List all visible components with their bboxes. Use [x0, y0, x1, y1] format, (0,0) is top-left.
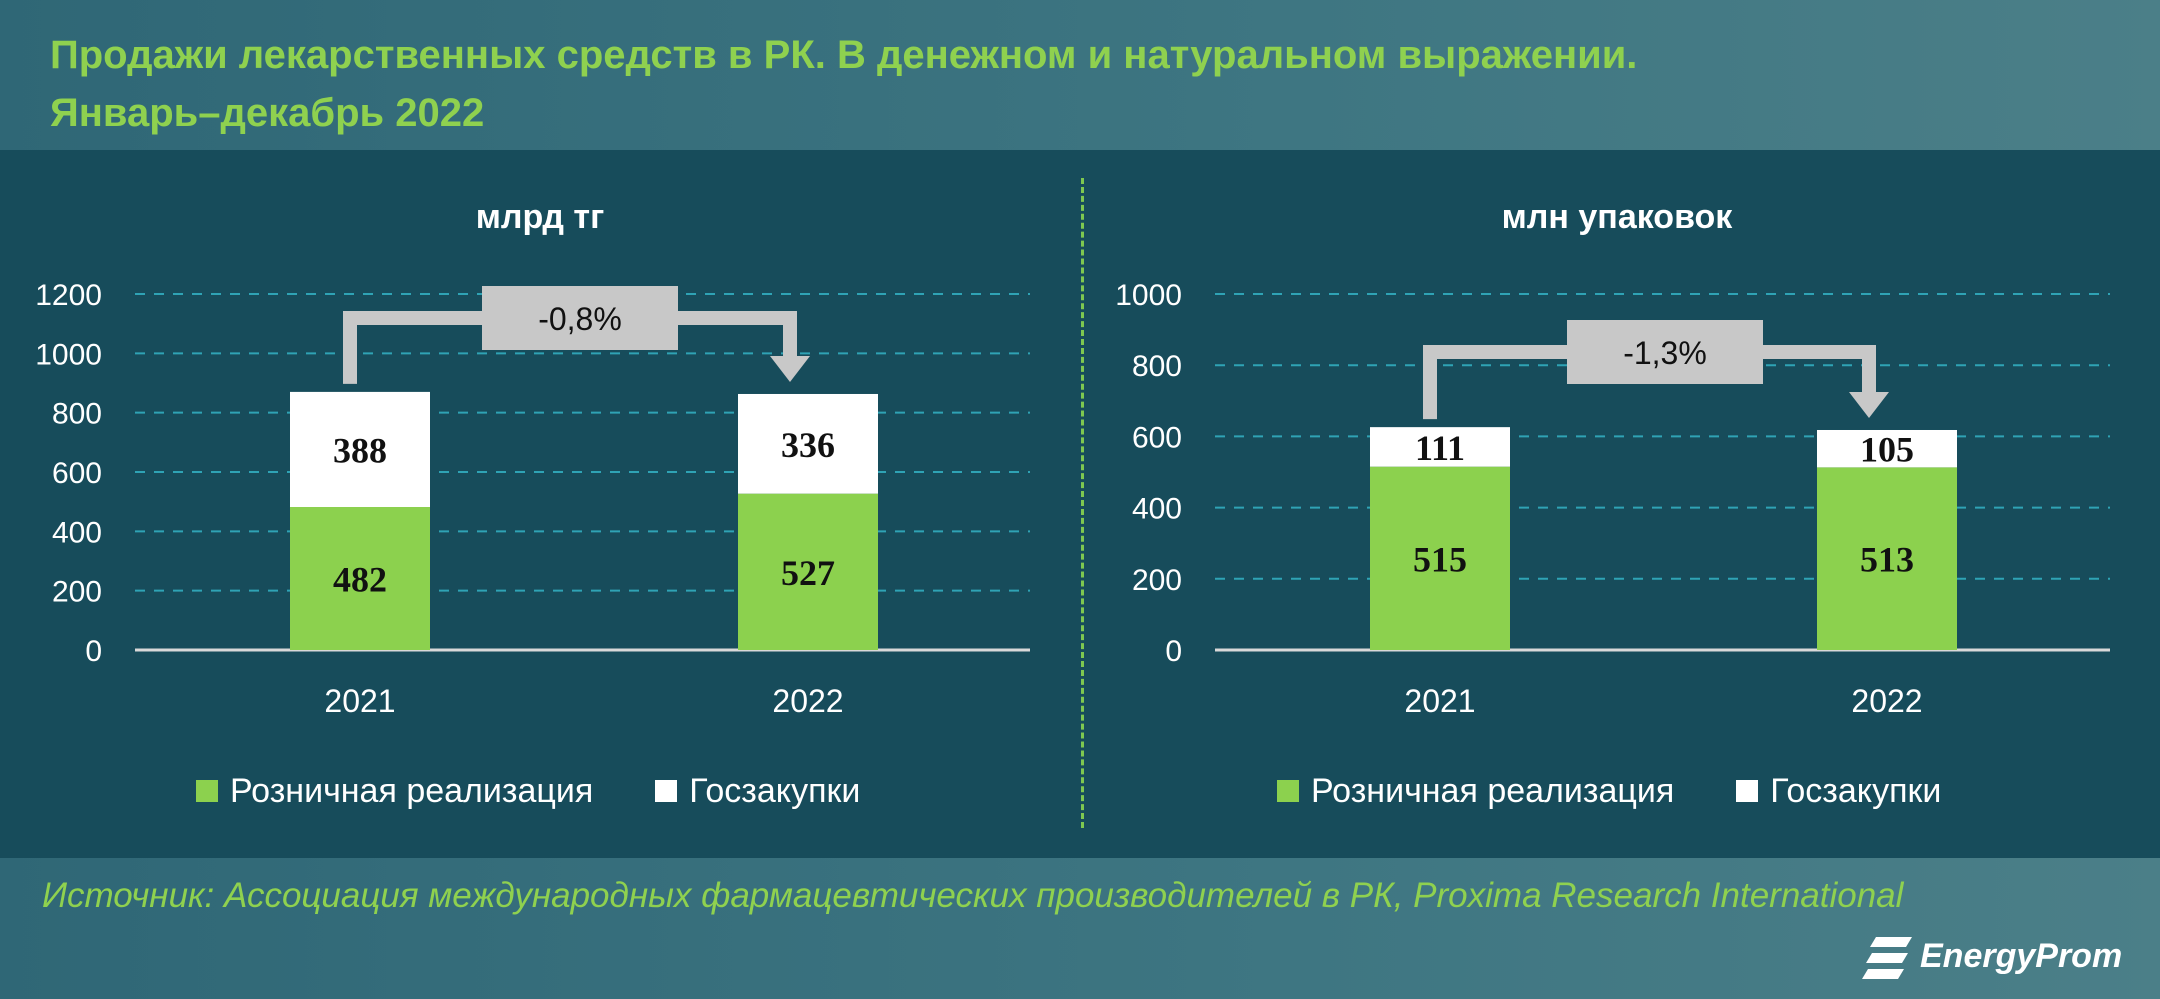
- title-line-1: Продажи лекарственных средств в РК. В де…: [50, 33, 1638, 77]
- y-tick-label: 800: [1132, 350, 1182, 383]
- legend-label-procurement: Госзакупки: [1770, 771, 1942, 810]
- footer-band: [0, 858, 2160, 999]
- y-tick-label: 600: [52, 457, 102, 490]
- header-band: [0, 0, 2160, 150]
- change-arrowhead: [770, 355, 810, 382]
- bar-procurement: [738, 393, 878, 494]
- legend-item-procurement: Госзакупки: [1736, 772, 1941, 811]
- bar-retail: [1817, 467, 1957, 650]
- x-tick-label: 2021: [324, 683, 395, 719]
- bar-retail: [1370, 466, 1510, 650]
- legend-swatch-retail: [196, 780, 218, 802]
- panel-title: млрд тг: [476, 198, 605, 236]
- legend-left: Розничная реализация Госзакупки: [196, 769, 922, 813]
- legend-item-procurement: Госзакупки: [655, 772, 860, 811]
- bar-procurement: [290, 391, 430, 508]
- legend-swatch-retail: [1277, 780, 1299, 802]
- y-tick-label: 800: [52, 398, 102, 431]
- data-label: 111: [1415, 428, 1465, 468]
- panel-divider: [1081, 178, 1084, 828]
- title-line-2: Январь–декабрь 2022: [50, 91, 485, 135]
- x-tick-label: 2022: [1851, 683, 1922, 719]
- legend-label-procurement: Госзакупки: [689, 771, 861, 810]
- legend-item-retail: Розничная реализация: [1277, 772, 1674, 811]
- legend-item-retail: Розничная реализация: [196, 772, 593, 811]
- energyprom-logo: EnergyProm: [1862, 927, 2132, 987]
- data-label: 105: [1860, 430, 1914, 470]
- data-label: 527: [781, 553, 835, 593]
- source-note: Источник: Ассоциация международных фарма…: [42, 876, 1904, 915]
- change-badge: [1567, 320, 1763, 384]
- legend-swatch-procurement: [1736, 780, 1759, 802]
- y-tick-label: 200: [52, 576, 102, 609]
- y-tick-label: 200: [1132, 564, 1182, 597]
- x-tick-label: 2022: [772, 683, 843, 719]
- y-tick-label: 0: [85, 635, 102, 668]
- change-label: -0,8%: [538, 301, 622, 337]
- y-tick-label: 600: [1132, 421, 1182, 454]
- legend-label-retail: Розничная реализация: [1311, 771, 1675, 810]
- change-label: -1,3%: [1623, 335, 1707, 371]
- y-tick-label: 1200: [35, 279, 102, 312]
- x-tick-label: 2021: [1404, 683, 1475, 719]
- data-label: 515: [1413, 539, 1467, 579]
- data-label: 513: [1860, 540, 1914, 580]
- logo-text: EnergyProm: [1920, 937, 2123, 975]
- panel-title: млн упаковок: [1502, 198, 1734, 236]
- change-badge: [482, 286, 678, 350]
- data-label: 388: [333, 430, 387, 470]
- bar-procurement: [1817, 429, 1957, 468]
- legend-right: Розничная реализация Госзакупки: [1277, 769, 2003, 813]
- bar-procurement: [1370, 427, 1510, 467]
- legend-swatch-procurement: [655, 780, 678, 802]
- bar-retail: [290, 507, 430, 650]
- bar-retail: [738, 493, 878, 650]
- logo-mark-icon: [1862, 937, 1912, 979]
- data-label: 482: [333, 560, 387, 600]
- data-label: 336: [781, 425, 835, 465]
- y-tick-label: 0: [1165, 635, 1182, 668]
- y-tick-label: 1000: [1115, 279, 1182, 312]
- change-arrowhead: [1849, 391, 1889, 418]
- page-title: Продажи лекарственных средств в РК. В де…: [50, 26, 1950, 142]
- y-tick-label: 1000: [35, 338, 102, 371]
- y-tick-label: 400: [52, 516, 102, 549]
- legend-label-retail: Розничная реализация: [230, 771, 594, 810]
- y-tick-label: 400: [1132, 493, 1182, 526]
